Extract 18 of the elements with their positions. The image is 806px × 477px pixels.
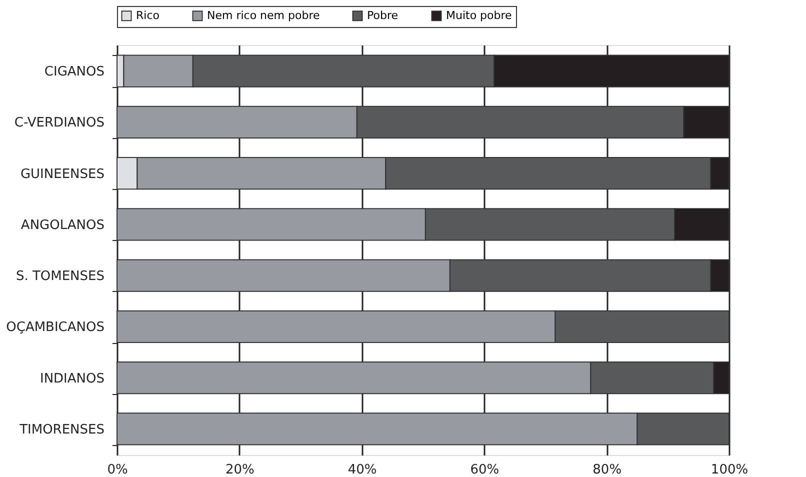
- y-tick-label: GUINEENSES: [20, 166, 104, 182]
- legend-label: Muito pobre: [446, 8, 512, 22]
- y-tick-label: ANGOLANOS: [20, 218, 104, 233]
- legend-label: Rico: [136, 8, 160, 22]
- y-tick-label: S. TOMENSES: [16, 269, 104, 284]
- x-tick-label: 80%: [592, 462, 622, 477]
- x-tick-label: 0%: [107, 462, 128, 477]
- y-tick-label: C-VERDIANOS: [14, 116, 104, 131]
- legend-label: Pobre: [367, 8, 398, 22]
- x-tick-label: 100%: [710, 462, 748, 477]
- y-tick-label: TIMORENSES: [18, 422, 104, 438]
- y-tick-label: CIGANOS: [44, 64, 104, 80]
- legend-label: Nem rico nem pobre: [207, 8, 320, 22]
- x-tick-label: 40%: [348, 462, 377, 477]
- x-tick-label: 20%: [225, 462, 254, 477]
- x-tick-label: 60%: [470, 462, 500, 477]
- y-tick-label: INDIANOS: [40, 371, 104, 386]
- y-tick-label: OÇAMBICANOS: [6, 320, 104, 336]
